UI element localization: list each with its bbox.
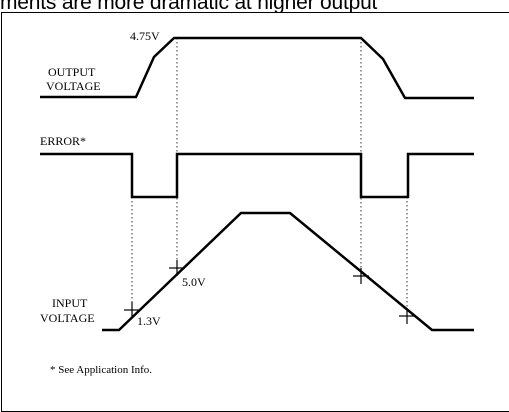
input-voltage-label-line2: VOLTAGE xyxy=(40,311,95,325)
marker-falling-upper xyxy=(353,268,369,284)
error-label: ERROR* xyxy=(40,134,86,148)
input-point-low-label: 1.3V xyxy=(137,314,161,328)
input-voltage-label-line1: INPUT xyxy=(52,296,88,310)
timing-diagram: 4.75V OUTPUT VOLTAGE ERROR* 5.0V INPUT V… xyxy=(40,29,474,376)
marker-5-0v xyxy=(169,260,185,276)
page-text-fragment: ments are more dramatic at higher output xyxy=(0,0,378,13)
output-peak-label: 4.75V xyxy=(130,29,160,43)
output-voltage-label-line1: OUTPUT xyxy=(48,65,96,79)
input-point-high-label: 5.0V xyxy=(182,275,206,289)
output-voltage-waveform xyxy=(40,36,474,100)
footnote: * See Application Info. xyxy=(50,364,152,376)
marker-1-3v xyxy=(124,302,140,318)
marker-falling-lower xyxy=(399,308,415,324)
input-voltage-waveform xyxy=(102,211,474,332)
output-voltage-label-line2: VOLTAGE xyxy=(46,79,101,93)
error-waveform xyxy=(40,152,474,199)
